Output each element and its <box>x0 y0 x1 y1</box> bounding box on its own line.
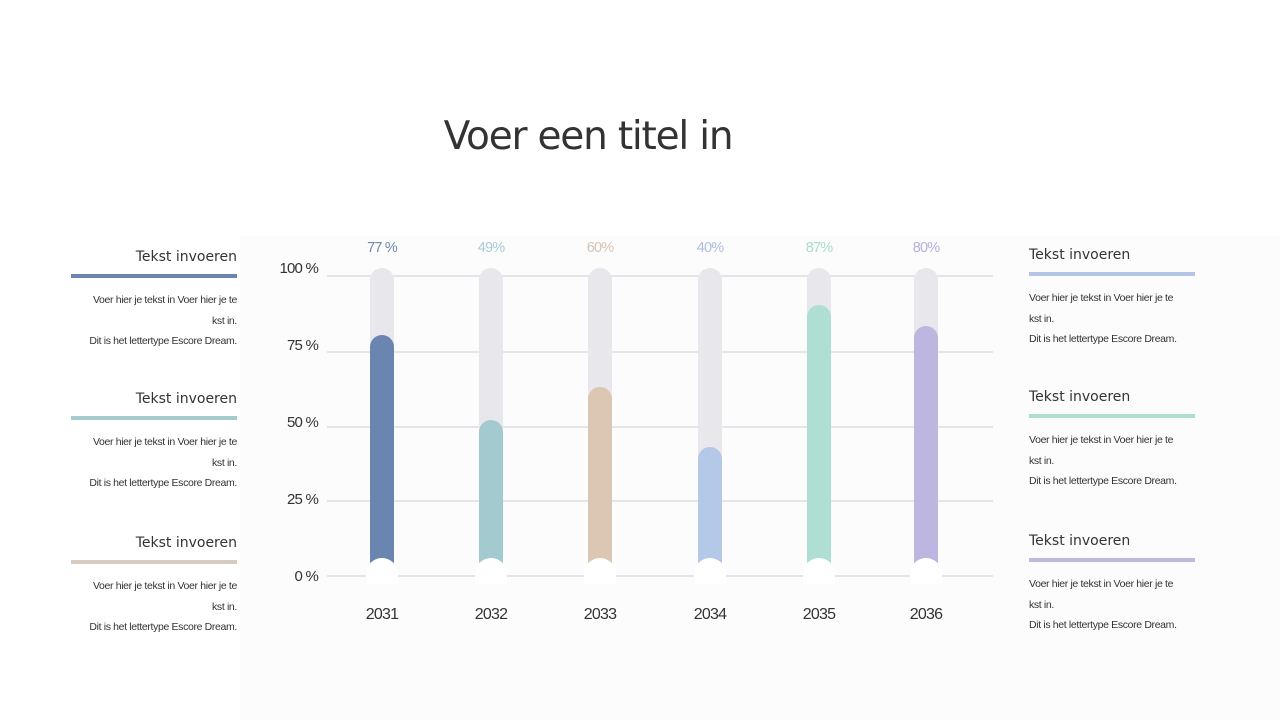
value-label: 60% <box>586 240 614 256</box>
body-line: kst in. <box>212 600 237 613</box>
x-axis-label: 2034 <box>693 606 727 623</box>
bar-2036: 80% 2036 <box>910 230 943 650</box>
bar-2034: 40% 2034 <box>694 230 727 650</box>
block-body: Voer hier je tekst in Voer hier je te ks… <box>1029 574 1195 636</box>
gridline <box>327 275 993 277</box>
body-line: Dit is het lettertype Escore Dream. <box>1029 619 1177 631</box>
value-label: 87% <box>805 240 833 256</box>
x-axis-label: 2036 <box>909 606 943 623</box>
gridline <box>327 351 993 353</box>
block-body: Voer hier je tekst in Voer hier je te ks… <box>71 576 237 638</box>
body-line: kst in. <box>1029 598 1054 611</box>
block-heading: Tekst invoeren <box>1029 247 1131 263</box>
body-line: Voer hier je tekst in Voer hier je te <box>92 580 237 592</box>
y-tick-label: 75 % <box>287 337 319 354</box>
text-block-left-1: Tekst invoeren Voer hier je tekst in Voe… <box>71 248 237 352</box>
bar-chart: 100 % 75 % 50 % 25 % 0 % 77 % 2031 49% 2032… <box>260 230 1000 650</box>
color-rule <box>1029 558 1195 562</box>
value-label: 40% <box>696 240 724 256</box>
color-rule <box>1029 414 1195 418</box>
bar-fill <box>370 335 394 578</box>
block-heading: Tekst invoeren <box>135 535 237 551</box>
bar-fill <box>914 326 938 578</box>
bar-base-cap <box>803 558 835 584</box>
x-axis-label: 2035 <box>802 606 836 623</box>
bar-2032: 49% 2032 <box>475 230 508 650</box>
body-line: Dit is het lettertype Escore Dream. <box>89 621 237 633</box>
block-body: Voer hier je tekst in Voer hier je te ks… <box>71 432 237 494</box>
gridline <box>327 575 993 577</box>
body-line: Dit is het lettertype Escore Dream. <box>1029 475 1177 487</box>
chart-background <box>240 236 1280 720</box>
block-heading: Tekst invoeren <box>135 249 237 265</box>
x-axis-label: 2032 <box>474 606 508 623</box>
body-line: Voer hier je tekst in Voer hier je te <box>1029 578 1174 590</box>
bar-track <box>698 268 722 578</box>
gridline <box>327 426 993 428</box>
bar-base-cap <box>366 558 398 584</box>
text-block-left-2: Tekst invoeren Voer hier je tekst in Voe… <box>71 390 237 494</box>
bar-track <box>588 268 612 578</box>
value-label: 80% <box>912 240 940 256</box>
bar-track <box>479 268 503 578</box>
bar-track <box>807 268 831 578</box>
bar-2035: 87% 2035 <box>803 230 836 650</box>
color-rule <box>1029 272 1195 276</box>
block-heading: Tekst invoeren <box>135 391 237 407</box>
body-line: Voer hier je tekst in Voer hier je te <box>92 436 237 448</box>
y-tick-label: 25 % <box>287 491 319 508</box>
body-line: kst in. <box>212 456 237 469</box>
body-line: Voer hier je tekst in Voer hier je te <box>92 294 237 306</box>
bar-2033: 60% 2033 <box>584 230 617 650</box>
page-title: Voer een titel in <box>443 114 734 160</box>
block-heading: Tekst invoeren <box>1029 389 1131 405</box>
color-rule <box>71 274 237 278</box>
bar-track <box>370 268 394 578</box>
x-axis-label: 2031 <box>365 606 399 623</box>
color-rule <box>71 560 237 564</box>
y-tick-label: 50 % <box>287 414 319 431</box>
bar-fill <box>807 305 831 578</box>
value-label: 49% <box>477 240 505 256</box>
body-line: Dit is het lettertype Escore Dream. <box>89 335 237 347</box>
body-line: Dit is het lettertype Escore Dream. <box>1029 333 1177 345</box>
bar-fill <box>588 387 612 578</box>
text-block-right-2: Tekst invoeren Voer hier je tekst in Voe… <box>1029 388 1195 492</box>
block-body: Voer hier je tekst in Voer hier je te ks… <box>71 290 237 352</box>
x-axis-label: 2033 <box>583 606 617 623</box>
bar-base-cap <box>584 558 616 584</box>
body-line: Voer hier je tekst in Voer hier je te <box>1029 292 1174 304</box>
block-heading: Tekst invoeren <box>1029 533 1131 549</box>
body-line: kst in. <box>212 314 237 327</box>
text-block-left-3: Tekst invoeren Voer hier je tekst in Voe… <box>71 534 237 638</box>
bar-2031: 77 % 2031 <box>366 230 399 650</box>
y-tick-label: 100 % <box>279 260 318 277</box>
text-block-right-1: Tekst invoeren Voer hier je tekst in Voe… <box>1029 246 1195 350</box>
body-line: Dit is het lettertype Escore Dream. <box>89 477 237 489</box>
bar-base-cap <box>694 558 726 584</box>
body-line: kst in. <box>1029 454 1054 467</box>
body-line: Voer hier je tekst in Voer hier je te <box>1029 434 1174 446</box>
bar-base-cap <box>910 558 942 584</box>
bar-fill <box>479 420 503 578</box>
block-body: Voer hier je tekst in Voer hier je te ks… <box>1029 430 1195 492</box>
y-tick-label: 0 % <box>294 568 319 585</box>
bar-track <box>914 268 938 578</box>
gridline <box>327 500 993 502</box>
bar-fill <box>698 447 722 578</box>
bar-base-cap <box>475 558 507 584</box>
body-line: kst in. <box>1029 312 1054 325</box>
value-label: 77 % <box>367 240 398 256</box>
block-body: Voer hier je tekst in Voer hier je te ks… <box>1029 288 1195 350</box>
color-rule <box>71 416 237 420</box>
text-block-right-3: Tekst invoeren Voer hier je tekst in Voe… <box>1029 532 1195 636</box>
